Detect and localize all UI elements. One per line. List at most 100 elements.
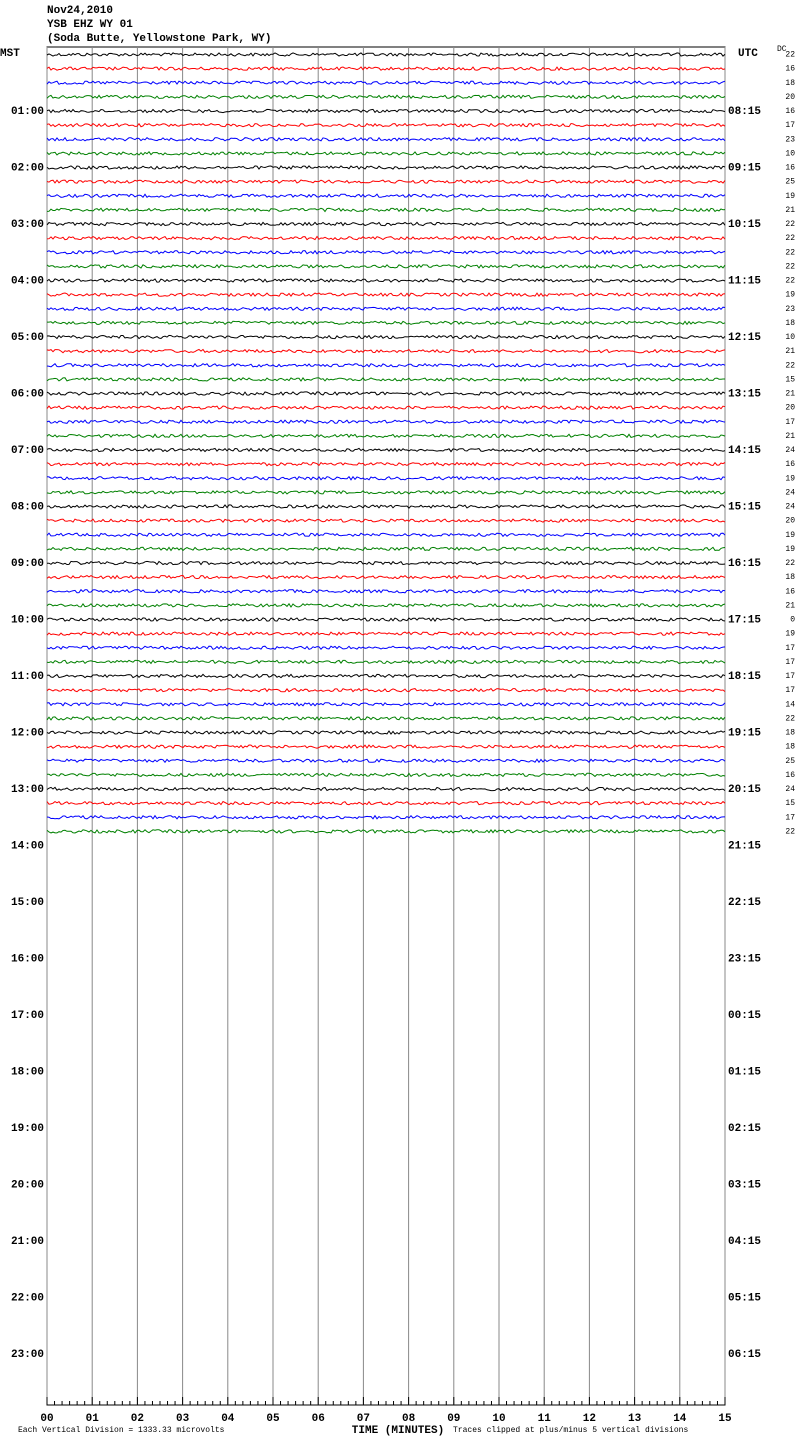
x-tick-label: 08 <box>402 1413 416 1425</box>
dc-offset: 16 <box>785 460 795 469</box>
x-tick-label: 12 <box>583 1413 596 1425</box>
trace <box>46 659 726 665</box>
dc-offset: 19 <box>785 545 795 554</box>
x-tick-label: 11 <box>538 1413 552 1425</box>
right-hour-label: 21:15 <box>728 840 761 852</box>
trace <box>46 179 726 184</box>
trace <box>46 391 726 396</box>
dc-offset: 24 <box>785 503 795 512</box>
dc-offset: 23 <box>785 135 795 144</box>
right-hour-label: 22:15 <box>728 897 761 909</box>
footer-right: Traces clipped at plus/minus 5 vertical … <box>453 1426 688 1435</box>
left-hour-label: 09:00 <box>11 558 44 570</box>
dc-offset: 17 <box>785 813 795 822</box>
trace <box>46 800 726 806</box>
left-hour-label: 03:00 <box>11 219 44 231</box>
right-hour-label: 19:15 <box>728 727 761 739</box>
trace <box>46 292 726 297</box>
right-hour-label: 17:15 <box>728 614 761 626</box>
dc-offset: 25 <box>785 757 795 766</box>
dc-offset: 15 <box>785 375 795 384</box>
trace <box>46 405 726 410</box>
left-hour-label: 07:00 <box>11 445 44 457</box>
dc-offset: 24 <box>785 446 795 455</box>
dc-offset: 22 <box>785 220 795 229</box>
left-hour-label: 06:00 <box>11 388 44 400</box>
left-axis-title: MST <box>0 48 20 60</box>
trace <box>46 602 726 608</box>
right-hour-label: 04:15 <box>728 1236 761 1248</box>
dc-offset: 17 <box>785 672 795 681</box>
right-hour-label: 08:15 <box>728 106 761 118</box>
right-axis-title: UTC <box>738 48 758 60</box>
trace <box>46 362 726 368</box>
trace <box>46 475 726 481</box>
dc-offset: 16 <box>785 771 795 780</box>
trace <box>46 588 726 594</box>
dc-offset: 18 <box>785 79 795 88</box>
dc-offset: 25 <box>785 178 795 187</box>
dc-offset: 22 <box>785 277 795 286</box>
right-hour-label: 23:15 <box>728 953 761 965</box>
trace <box>46 136 726 142</box>
left-hour-label: 01:00 <box>11 106 44 118</box>
trace <box>46 122 726 128</box>
trace <box>46 461 726 467</box>
x-tick-label: 03 <box>176 1413 190 1425</box>
x-tick-label: 05 <box>266 1413 280 1425</box>
trace <box>46 504 726 509</box>
right-hour-label: 12:15 <box>728 332 761 344</box>
dc-offset: 15 <box>785 799 795 808</box>
trace <box>46 744 726 749</box>
left-hour-label: 20:00 <box>11 1179 44 1191</box>
trace <box>46 687 726 693</box>
trace <box>46 772 726 778</box>
trace <box>46 278 726 283</box>
left-hour-label: 05:00 <box>11 332 44 344</box>
dc-offset: 22 <box>785 714 795 723</box>
x-tick-label: 06 <box>312 1413 325 1425</box>
dc-offset: 20 <box>785 404 795 413</box>
dc-offset: 18 <box>785 743 795 752</box>
dc-offset: 22 <box>785 234 795 243</box>
trace <box>46 151 726 156</box>
x-tick-label: 07 <box>357 1413 370 1425</box>
dc-offset: 16 <box>785 107 795 116</box>
trace <box>46 489 726 495</box>
right-hour-label: 16:15 <box>728 558 761 570</box>
x-axis-title: TIME (MINUTES) <box>352 1425 444 1437</box>
trace <box>46 207 726 213</box>
title-line: (Soda Butte, Yellowstone Park, WY) <box>47 33 271 45</box>
trace <box>46 80 726 86</box>
left-hour-label: 04:00 <box>11 275 44 287</box>
trace <box>46 249 726 255</box>
left-hour-label: 15:00 <box>11 897 44 909</box>
dc-offset: 10 <box>785 333 795 342</box>
trace <box>47 560 726 566</box>
dc-offset: 16 <box>785 65 795 74</box>
dc-offset: 16 <box>785 587 795 596</box>
left-hour-label: 08:00 <box>11 501 44 513</box>
dc-offset: 22 <box>785 361 795 370</box>
right-hour-label: 10:15 <box>728 219 761 231</box>
dc-title: DC <box>777 45 787 54</box>
trace <box>46 730 726 735</box>
x-tick-label: 00 <box>40 1413 53 1425</box>
dc-offset: 21 <box>785 601 795 610</box>
left-hour-label: 16:00 <box>11 953 44 965</box>
right-hour-label: 06:15 <box>728 1349 761 1361</box>
left-hour-label: 13:00 <box>11 784 44 796</box>
trace <box>46 263 726 269</box>
dc-offset: 19 <box>785 291 795 300</box>
trace <box>46 828 726 834</box>
dc-offset: 17 <box>785 418 795 427</box>
x-tick-label: 10 <box>492 1413 505 1425</box>
dc-offset: 22 <box>785 248 795 257</box>
trace <box>46 433 726 439</box>
dc-offset: 16 <box>785 164 795 173</box>
footer-left: Each Vertical Division = 1333.33 microvo… <box>18 1426 225 1435</box>
left-hour-label: 23:00 <box>11 1349 44 1361</box>
right-hour-label: 13:15 <box>728 388 761 400</box>
trace <box>46 546 726 552</box>
title-line: Nov24,2010 <box>47 5 113 17</box>
